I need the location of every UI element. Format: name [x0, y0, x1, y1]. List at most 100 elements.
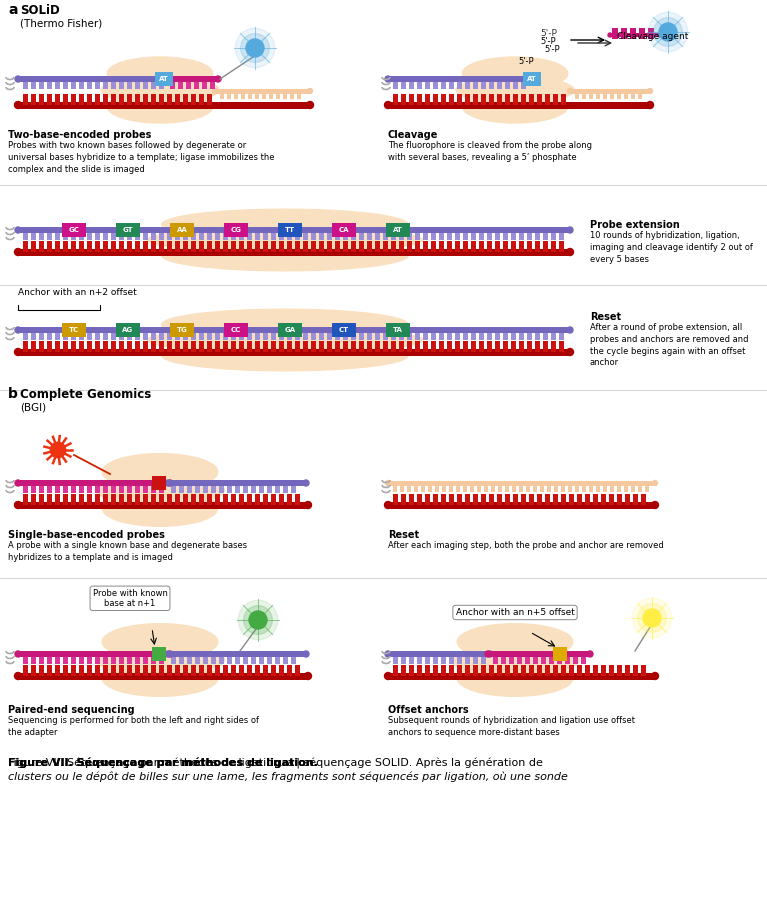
Bar	[219, 483, 224, 493]
Bar	[167, 341, 172, 352]
Bar	[191, 665, 196, 676]
Bar	[191, 330, 196, 340]
Text: (Thermo Fisher): (Thermo Fisher)	[20, 18, 102, 28]
Bar	[231, 341, 236, 352]
Bar	[199, 94, 204, 105]
Bar	[449, 494, 454, 505]
Bar	[239, 494, 244, 505]
Bar	[612, 28, 618, 39]
Circle shape	[162, 76, 168, 82]
Bar	[259, 483, 264, 493]
Bar	[47, 494, 52, 505]
Bar	[79, 330, 84, 340]
Bar	[295, 330, 300, 340]
Bar	[375, 230, 380, 240]
Bar	[557, 654, 562, 664]
Bar	[367, 241, 372, 252]
Bar	[71, 341, 76, 352]
Bar	[255, 665, 260, 676]
Bar	[95, 330, 100, 340]
Bar	[31, 483, 36, 493]
Bar	[39, 483, 44, 493]
Bar	[495, 341, 500, 352]
Bar	[239, 230, 244, 240]
Bar	[152, 476, 166, 490]
Bar	[143, 241, 148, 252]
Bar	[463, 330, 468, 340]
Bar	[311, 241, 316, 252]
Bar	[95, 230, 100, 240]
Bar	[63, 341, 68, 352]
Bar	[247, 494, 252, 505]
Bar	[234, 91, 238, 99]
Bar	[283, 91, 287, 99]
Bar	[223, 341, 228, 352]
Bar	[18, 480, 170, 486]
Bar	[495, 241, 500, 252]
Bar	[513, 79, 518, 89]
Bar	[456, 483, 460, 492]
Circle shape	[15, 651, 21, 657]
Bar	[207, 94, 212, 105]
Text: CC: CC	[231, 327, 241, 333]
Bar	[207, 341, 212, 352]
Ellipse shape	[463, 90, 568, 123]
Bar	[409, 94, 414, 105]
Bar	[103, 341, 108, 352]
Circle shape	[567, 249, 574, 255]
Bar	[119, 341, 124, 352]
Bar	[271, 230, 276, 240]
Circle shape	[303, 480, 309, 486]
Bar	[319, 230, 324, 240]
Bar	[127, 79, 132, 89]
Bar	[247, 241, 252, 252]
Circle shape	[15, 673, 21, 680]
Bar	[487, 330, 492, 340]
Bar	[199, 494, 204, 505]
Bar	[543, 330, 548, 340]
Bar	[151, 654, 156, 664]
Bar	[31, 341, 36, 352]
Bar	[159, 230, 164, 240]
Bar	[179, 654, 184, 664]
Bar	[47, 241, 52, 252]
Bar	[425, 79, 430, 89]
Bar	[529, 94, 534, 105]
Bar	[529, 494, 534, 505]
Bar	[269, 91, 273, 99]
Bar	[143, 94, 148, 105]
Text: After a round of probe extension, all
probes and anchors are removed and
the cyc: After a round of probe extension, all pr…	[590, 323, 749, 368]
Bar	[479, 330, 484, 340]
Bar	[63, 494, 68, 505]
Bar	[167, 330, 172, 340]
Bar	[359, 241, 364, 252]
Bar	[393, 483, 397, 492]
Bar	[447, 230, 452, 240]
Bar	[383, 341, 388, 352]
Circle shape	[165, 76, 171, 82]
Bar	[303, 241, 308, 252]
Bar	[441, 494, 446, 505]
Bar	[529, 665, 534, 676]
Circle shape	[384, 673, 391, 680]
Bar	[279, 241, 284, 252]
Bar	[367, 341, 372, 352]
Bar	[170, 223, 194, 237]
Bar	[135, 654, 140, 664]
Circle shape	[304, 501, 311, 509]
Bar	[171, 654, 176, 664]
Bar	[151, 483, 156, 493]
Bar	[63, 665, 68, 676]
Bar	[135, 79, 140, 89]
Bar	[276, 91, 280, 99]
Bar	[388, 480, 655, 486]
Text: Reset: Reset	[590, 312, 621, 322]
Circle shape	[658, 33, 662, 37]
Bar	[471, 241, 476, 252]
Circle shape	[632, 598, 672, 638]
Bar	[119, 330, 124, 340]
Bar	[287, 230, 292, 240]
Text: TA: TA	[393, 327, 403, 333]
Bar	[215, 89, 310, 93]
Bar	[519, 330, 524, 340]
